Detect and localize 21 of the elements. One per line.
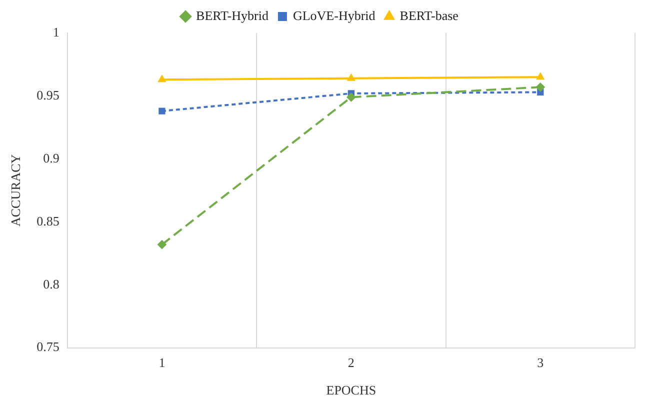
- point: [536, 82, 545, 92]
- y-tick-label: 0.8: [43, 276, 60, 292]
- point: [347, 74, 356, 81]
- point: [158, 108, 166, 114]
- y-tick-label: 0.9: [43, 150, 60, 166]
- x-tick-label: 3: [537, 355, 544, 370]
- y-tick-label: 1: [52, 24, 60, 40]
- point: [157, 240, 166, 250]
- legend-label: GLoVE-Hybrid: [292, 8, 376, 23]
- point: [346, 92, 356, 102]
- x-axis-title: EPOCHS: [326, 382, 376, 398]
- point: [536, 72, 544, 80]
- y-tick-label: 0.75: [36, 339, 60, 354]
- x-tick-label: 1: [158, 355, 166, 370]
- x-tick-label: 2: [348, 355, 354, 370]
- legend-label: BERT-base: [400, 8, 459, 23]
- y-axis-title: ACCURACY: [8, 154, 24, 227]
- y-tick-label: 0.85: [36, 213, 60, 228]
- point: [158, 75, 166, 82]
- legend-label: BERT-Hybrid: [196, 8, 269, 23]
- y-tick-label: 0.95: [36, 87, 60, 102]
